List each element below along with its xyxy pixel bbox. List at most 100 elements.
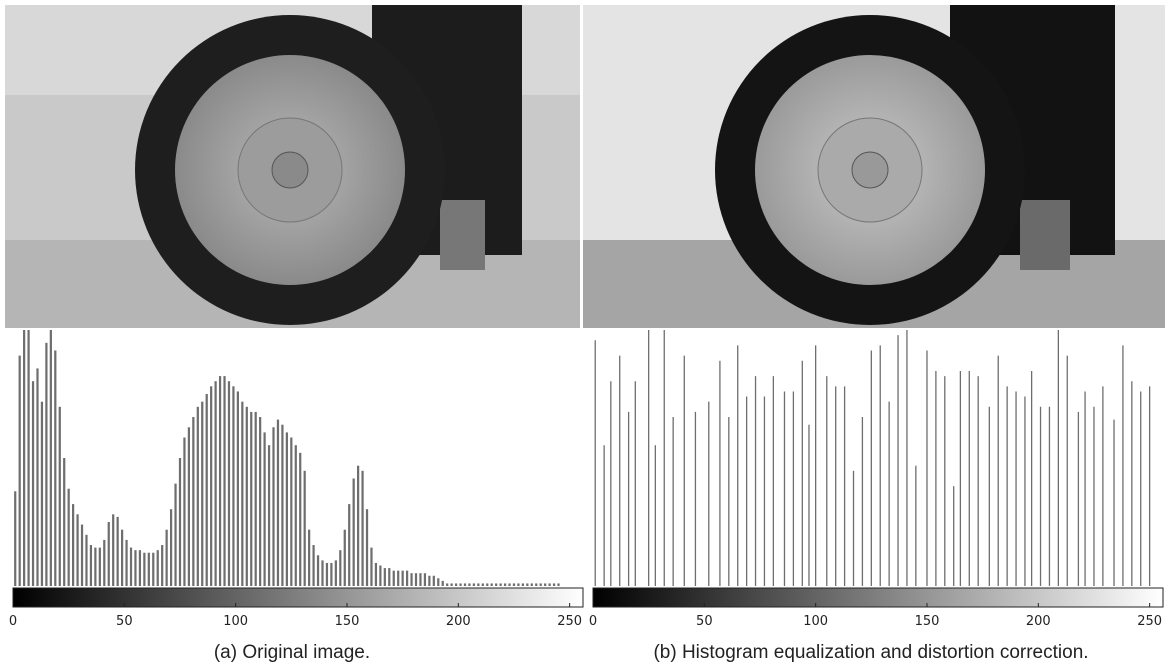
bar	[259, 417, 261, 586]
colorbar	[13, 588, 583, 607]
bar	[117, 517, 119, 586]
bar	[526, 583, 528, 586]
bar	[183, 438, 185, 586]
bar	[281, 425, 283, 586]
bar	[161, 545, 163, 586]
bar	[312, 545, 314, 586]
bar	[192, 417, 194, 586]
bar	[130, 548, 132, 586]
bar	[495, 583, 497, 586]
bar	[237, 391, 239, 586]
bar	[290, 438, 292, 586]
bar	[482, 583, 484, 586]
bar	[428, 576, 430, 586]
bar	[406, 571, 408, 586]
x-tick-label: 200	[446, 614, 471, 629]
bar	[535, 583, 537, 586]
bar	[277, 420, 279, 586]
bar	[557, 583, 559, 586]
bar	[553, 583, 555, 586]
bar	[125, 540, 127, 586]
bar	[232, 386, 234, 586]
bar	[197, 407, 199, 586]
bar	[219, 376, 221, 586]
bar	[326, 563, 328, 586]
bar	[81, 525, 83, 586]
bar	[14, 491, 16, 586]
bar	[45, 343, 47, 586]
bar	[152, 553, 154, 586]
x-tick-label: 50	[116, 614, 133, 629]
bar	[76, 514, 78, 586]
bar	[295, 445, 297, 586]
bar	[468, 583, 470, 586]
bar	[63, 458, 65, 586]
bar	[50, 330, 52, 586]
bar	[108, 522, 110, 586]
bar	[272, 427, 274, 586]
bar	[339, 550, 341, 586]
bar	[513, 583, 515, 586]
bar	[504, 583, 506, 586]
bar	[366, 509, 368, 586]
bar	[206, 394, 208, 586]
x-tick-label: 150	[335, 614, 360, 629]
bar	[166, 530, 168, 586]
caption: (b) Histogram equalization and distortio…	[653, 642, 1088, 663]
bar	[228, 381, 230, 586]
bar	[344, 530, 346, 586]
bar	[330, 563, 332, 586]
bar	[72, 504, 74, 586]
bar	[246, 407, 248, 586]
bar	[500, 583, 502, 586]
x-tick-label: 250	[1137, 614, 1162, 629]
bar	[304, 471, 306, 586]
bar	[250, 412, 252, 586]
bar	[402, 571, 404, 586]
bar	[522, 583, 524, 586]
photo-original	[5, 5, 580, 328]
bar	[455, 583, 457, 586]
bar	[19, 356, 21, 586]
bar	[299, 453, 301, 586]
x-tick-label: 0	[9, 614, 17, 629]
bar	[286, 432, 288, 586]
bar	[223, 376, 225, 586]
bar	[241, 402, 243, 586]
bar	[170, 509, 172, 586]
bar	[143, 553, 145, 586]
x-tick-label: 50	[696, 614, 713, 629]
bar	[361, 471, 363, 586]
bar	[134, 550, 136, 586]
bar	[54, 350, 56, 586]
bar	[353, 478, 355, 586]
bar	[68, 489, 70, 586]
bar	[464, 583, 466, 586]
bar	[99, 548, 101, 586]
bar	[188, 427, 190, 586]
bar	[85, 535, 87, 586]
bar	[36, 368, 38, 586]
bar	[384, 568, 386, 586]
bar	[486, 583, 488, 586]
bar	[139, 550, 141, 586]
bar	[419, 573, 421, 586]
bar	[32, 381, 34, 586]
bar	[94, 548, 96, 586]
bar	[348, 504, 350, 586]
bar	[121, 530, 123, 586]
bar	[424, 573, 426, 586]
bar	[357, 466, 359, 586]
bar	[215, 381, 217, 586]
bar	[508, 583, 510, 586]
bar	[433, 576, 435, 586]
bar	[27, 330, 29, 586]
bar	[446, 583, 448, 586]
bar	[90, 545, 92, 586]
bar	[59, 407, 61, 586]
bar	[415, 573, 417, 586]
bar	[179, 458, 181, 586]
photo-equalized	[583, 5, 1165, 328]
bar	[531, 583, 533, 586]
bar	[148, 553, 150, 586]
